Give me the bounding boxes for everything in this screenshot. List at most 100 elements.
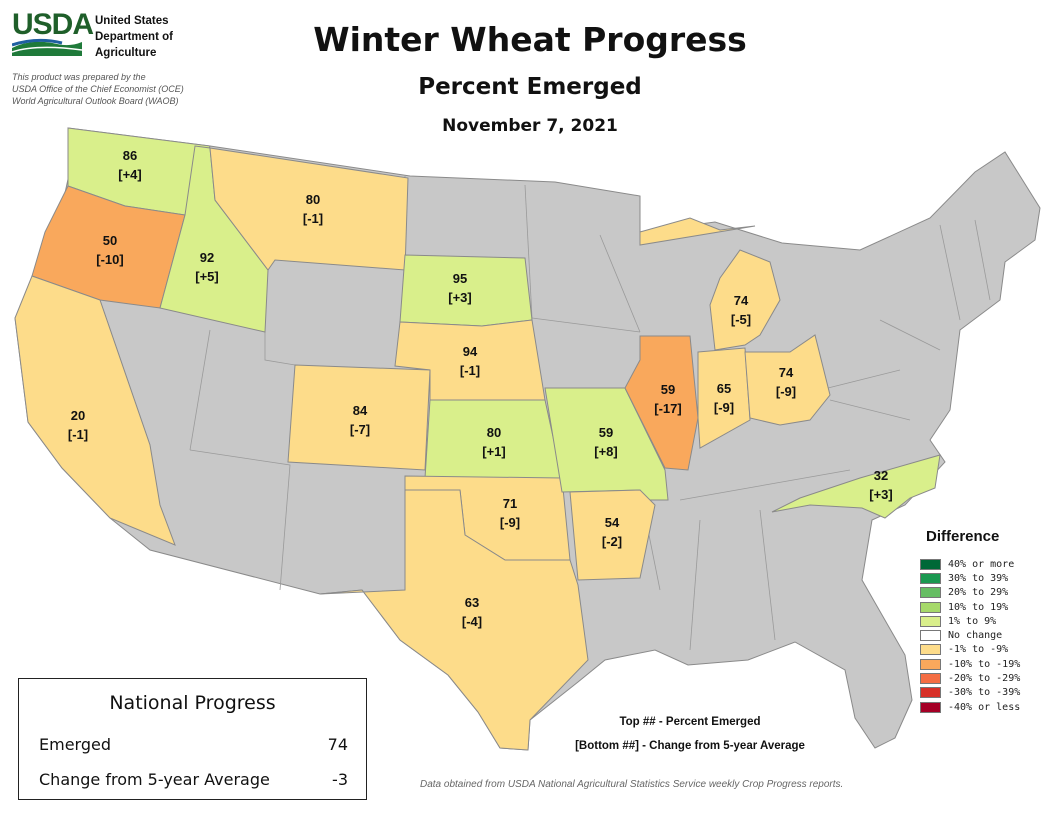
- state-value-or: 50: [103, 233, 117, 248]
- state-change-oh: [-9]: [776, 384, 796, 399]
- legend-item: -1% to -9%: [920, 643, 1020, 657]
- legend-swatch: [920, 658, 941, 670]
- state-tx[interactable]: [319, 489, 589, 751]
- state-value-sd: 95: [453, 271, 467, 286]
- legend-swatch: [920, 701, 941, 713]
- legend-item: No change: [920, 628, 1020, 642]
- state-change-id: [+5]: [195, 269, 218, 284]
- legend-label: No change: [948, 630, 1003, 642]
- state-change-ne: [-1]: [460, 363, 480, 378]
- legend-label: 1% to 9%: [948, 615, 997, 627]
- state-or[interactable]: [31, 185, 186, 309]
- state-change-tx: [-4]: [462, 614, 482, 629]
- usda-logo-icon: [12, 38, 82, 56]
- map-subtitle: Percent Emerged: [418, 74, 642, 100]
- legend-swatch: [920, 558, 941, 570]
- state-change-mi: [-5]: [731, 312, 751, 327]
- national-progress-box: National Progress Emerged 74 Change from…: [18, 678, 367, 800]
- agency-line-3: Agriculture: [95, 47, 157, 59]
- state-value-ok: 71: [503, 496, 517, 511]
- state-value-ar: 54: [605, 515, 620, 530]
- state-ar[interactable]: [569, 489, 656, 581]
- legend-label: 20% to 29%: [948, 587, 1009, 599]
- legend-swatch: [920, 644, 941, 656]
- state-change-or: [-10]: [96, 252, 123, 267]
- state-change-sd: [+3]: [448, 290, 471, 305]
- state-labels: 86 [+4] 50 [-10] 92 [+5] 80 [-1] 20 [-1] 95 [+3] 94 […: [68, 148, 893, 629]
- state-change-nc: [+3]: [869, 487, 892, 502]
- legend-title: Difference: [926, 528, 1000, 545]
- state-value-mt: 80: [306, 192, 320, 207]
- legend-swatch: [920, 601, 941, 613]
- state-value-ks: 80: [487, 425, 501, 440]
- usda-logo-text: USDA: [12, 8, 94, 41]
- legend-item: 40% or more: [920, 557, 1020, 571]
- state-nc[interactable]: [771, 454, 941, 519]
- data-source-note: Data obtained from USDA National Agricul…: [420, 779, 844, 790]
- legend-label: 30% to 39%: [948, 572, 1009, 584]
- state-value-in: 65: [717, 381, 731, 396]
- prepared-line-2: USDA Office of the Chief Economist (OCE): [12, 84, 184, 94]
- prepared-line-1: This product was prepared by the: [12, 72, 146, 82]
- legend-label: -10% to -19%: [948, 658, 1021, 670]
- state-change-mo: [+8]: [594, 444, 617, 459]
- national-row-label: Emerged: [39, 735, 111, 754]
- label-key-note: Top ## - Percent Emerged [Bottom ##] - C…: [545, 710, 835, 758]
- state-value-mi: 74: [734, 293, 749, 308]
- legend-swatch: [920, 630, 941, 642]
- state-borders: [99, 176, 991, 651]
- legend-item: -20% to -29%: [920, 671, 1020, 685]
- legend-label: 10% to 19%: [948, 601, 1009, 613]
- national-row-value: -3: [332, 770, 348, 789]
- legend-label: 40% or more: [948, 558, 1015, 570]
- state-change-ok: [-9]: [500, 515, 520, 530]
- map-date: November 7, 2021: [442, 116, 618, 136]
- national-row-change: Change from 5-year Average -3: [39, 770, 348, 789]
- legend-item: 1% to 9%: [920, 614, 1020, 628]
- legend-label: -30% to -39%: [948, 687, 1021, 699]
- prepared-line-3: World Agricultural Outlook Board (WAOB): [12, 96, 179, 106]
- national-progress-title: National Progress: [109, 692, 276, 714]
- state-value-nc: 32: [874, 468, 888, 483]
- state-change-mt: [-1]: [303, 211, 323, 226]
- state-change-in: [-9]: [714, 400, 734, 415]
- state-change-ks: [+1]: [482, 444, 505, 459]
- state-in[interactable]: [697, 347, 751, 449]
- legend-item: -40% or less: [920, 700, 1020, 714]
- state-value-co: 84: [353, 403, 368, 418]
- state-oh[interactable]: [744, 334, 831, 426]
- prepared-by-note: This product was prepared by the USDA Of…: [12, 71, 212, 107]
- state-change-ar: [-2]: [602, 534, 622, 549]
- key-note-top: Top ## - Percent Emerged: [619, 716, 761, 728]
- state-change-wa: [+4]: [118, 167, 141, 182]
- legend-swatch: [920, 673, 941, 685]
- legend-item: -10% to -19%: [920, 657, 1020, 671]
- legend-swatch: [920, 572, 941, 584]
- state-value-mo: 59: [599, 425, 613, 440]
- state-mt[interactable]: [209, 147, 409, 271]
- legend-item: -30% to -39%: [920, 686, 1020, 700]
- legend-swatch: [920, 615, 941, 627]
- agency-line-1: United States: [95, 15, 169, 27]
- state-co[interactable]: [287, 364, 431, 471]
- legend-item: 10% to 19%: [920, 600, 1020, 614]
- national-row-label: Change from 5-year Average: [39, 770, 270, 789]
- legend-label: -1% to -9%: [948, 644, 1009, 656]
- state-value-ne: 94: [463, 344, 478, 359]
- state-value-ca: 20: [71, 408, 85, 423]
- map-title: Winter Wheat Progress: [313, 20, 747, 59]
- legend-swatch: [920, 587, 941, 599]
- state-il[interactable]: [624, 335, 699, 471]
- state-value-id: 92: [200, 250, 214, 265]
- agency-name: United States Department of Agriculture: [95, 13, 205, 61]
- legend-item: 20% to 29%: [920, 586, 1020, 600]
- state-change-il: [-17]: [654, 401, 681, 416]
- state-ca[interactable]: [14, 275, 176, 546]
- state-value-il: 59: [661, 382, 675, 397]
- key-note-bottom: [Bottom ##] - Change from 5-year Average: [575, 740, 805, 752]
- state-mi[interactable]: [639, 217, 781, 351]
- national-row-value: 74: [327, 735, 348, 754]
- national-row-emerged: Emerged 74: [39, 735, 348, 754]
- legend-item: 30% to 39%: [920, 571, 1020, 585]
